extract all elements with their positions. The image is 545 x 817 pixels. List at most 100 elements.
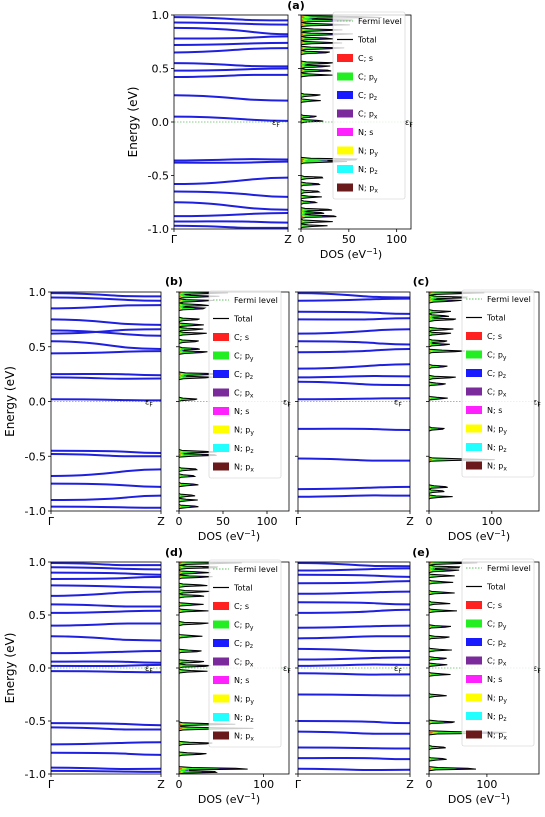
legend-label: Total [486,314,506,323]
band-line [298,380,410,387]
band-line [298,347,410,354]
band-line [298,494,410,498]
legend-label: N; py [234,426,254,437]
band-line [174,73,288,79]
legend-label: N; s [487,406,502,415]
legend-swatch [466,443,482,451]
band-lines [298,292,410,498]
band-structure-plot: εF 1.0 0.5 0.0 -0.5 -1.0 Energy (eV) Γ Z [126,9,292,246]
fermi-label: εF [394,398,402,409]
y-tick-label: -0.5 [25,450,46,463]
legend-label: Fermi level [234,565,278,574]
band-line [298,580,410,585]
legend-label: Fermi level [234,296,278,305]
y-tick-label: -0.5 [148,170,169,183]
band-line [174,35,288,40]
legend-swatch [337,72,353,81]
band-line [298,317,410,321]
band-line [174,158,288,162]
legend-swatch [213,462,229,471]
x-tick-label: Z [406,778,414,791]
band-line [51,660,161,664]
legend-label: Total [233,584,253,593]
band-line [174,94,288,102]
y-tick-label: 0.5 [152,63,170,76]
legend-swatch [466,406,482,414]
panel-0: (a) εF 1.0 0.5 0.0 -0.5 -1.0 Energy (eV) Γ ZεF 0 50… [126,0,413,261]
band-line [51,650,161,655]
legend-label: Total [486,583,506,592]
band-line [51,670,161,674]
band-line [174,26,288,36]
legend: Fermi level Total C; s C; py C; pz C; px N; s N… [461,289,535,478]
fermi-label: εF [272,118,280,129]
legend-swatch [337,146,353,155]
x-tick-label: 100 [257,515,278,528]
band-line [51,575,161,580]
band-line [51,350,161,355]
band-line [174,21,288,26]
legend-label: C; s [234,602,249,611]
y-tick-label: 0.5 [29,609,47,622]
band-structure-plot: εF Γ Z [295,561,414,791]
fermi-label: εF [533,664,541,675]
band-line [298,562,410,568]
legend-swatch [213,425,229,434]
x-tick-label: 0 [426,778,433,791]
x-tick-label: Γ [48,515,55,528]
band-line [298,485,410,491]
panel-label: (a) [287,0,304,12]
band-lines [51,562,161,773]
legend: Fermi level Total C; s C; py C; pz C; px N; s N… [461,558,535,747]
band-line [51,741,161,746]
legend-swatch [213,351,229,360]
legend-swatch [213,370,229,378]
x-axis-label: DOS (eV−1) [320,247,382,261]
band-line [298,340,410,346]
band-line [51,292,161,298]
legend-label: C; py [358,73,378,84]
band-line [298,730,410,735]
legend-swatch [213,407,229,415]
band-structure-plot: εF 1.0 0.5 0.0 -0.5 -1.0 Energy (eV) Γ Z [3,286,165,528]
x-tick-label: 50 [216,515,230,528]
dos-total-line [429,292,495,511]
band-line [298,635,410,640]
legend: Fermi level Total C; s C; py C; pz C; px N; s N… [208,559,282,748]
y-tick-label: 0.5 [29,341,47,354]
band-lines [298,562,410,772]
legend-swatch [213,657,229,666]
band-line [51,340,161,350]
y-tick-label: 0.0 [29,662,47,675]
y-tick-label: 0.0 [29,396,47,409]
panel-label: (e) [412,546,430,559]
band-line [51,766,161,770]
legend-label: N; s [234,676,249,685]
band-line [51,468,161,477]
band-line [298,601,410,606]
x-tick-label: 50 [342,233,356,246]
y-tick-label: 1.0 [152,9,170,22]
panel-1: (b) εF 1.0 0.5 0.0 -0.5 -1.0 Energy (eV) Γ ZεF 0 50… [3,275,291,543]
band-line [298,427,410,431]
band-line [51,609,161,614]
band-line [298,746,410,750]
x-tick-label: Z [157,778,165,791]
legend-label: C; s [487,601,502,610]
legend-swatch [213,602,229,610]
fermi-label: εF [394,664,402,675]
legend-swatch [337,109,353,118]
x-tick-label: 100 [253,778,274,791]
legend-swatch [213,639,229,647]
band-line [51,328,161,335]
x-axis-label: DOS (eV−1) [198,529,260,543]
legend-swatch [213,731,229,740]
band-line [51,372,161,377]
fermi-label: εF [145,398,153,409]
band-line [298,693,410,697]
legend-swatch [337,128,353,136]
band-line [298,624,410,629]
legend-label: C; px [487,388,507,399]
legend-swatch [466,712,482,720]
